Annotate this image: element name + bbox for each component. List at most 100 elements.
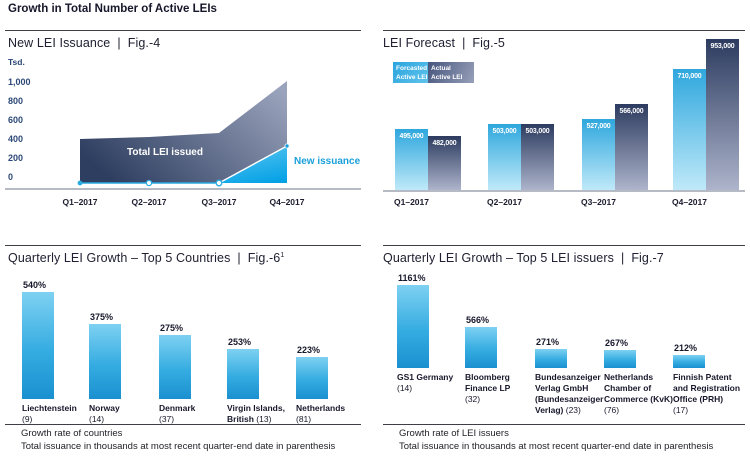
category-label: Liechtenstein (9) xyxy=(22,403,88,425)
bar-value-label: 566,000 xyxy=(619,108,644,115)
growth-bar xyxy=(89,324,121,399)
percent-label: 275% xyxy=(160,323,184,333)
bar-value-label: 495,000 xyxy=(399,133,424,140)
figure7-number: Fig.-7 xyxy=(631,251,664,265)
footnote-divider xyxy=(383,424,745,425)
new-issuance-area xyxy=(80,146,287,183)
bar-forecasted xyxy=(582,119,615,190)
category-name: Norway xyxy=(89,403,120,413)
growth-bar xyxy=(397,285,429,368)
x-axis-label: Q1–2017 xyxy=(394,197,429,207)
series-label-new-issuance: New issuance xyxy=(294,156,361,167)
bar-value-label: 710,000 xyxy=(677,73,702,80)
growth-bar xyxy=(227,349,259,399)
percent-label: 1161% xyxy=(398,273,426,283)
category-count: (81) xyxy=(296,414,312,425)
figure4-title: New LEI Issuance | Fig.-4 xyxy=(8,36,161,50)
category-name: Netherlands xyxy=(296,403,346,413)
y-tick-label: 400 xyxy=(8,134,24,144)
divider xyxy=(5,245,361,246)
percent-label: 271% xyxy=(536,337,560,347)
area-plot: Total LEI issued xyxy=(77,81,290,187)
bar-forecasted xyxy=(673,69,706,190)
figure5-number: Fig.-5 xyxy=(472,36,505,50)
category-name: Finnish Patent and Registration Office (… xyxy=(673,372,741,405)
category-count: (14) xyxy=(89,414,105,425)
growth-bar xyxy=(296,357,328,399)
growth-bar xyxy=(535,349,567,368)
marker-dot xyxy=(77,180,83,186)
series-label-total-lei: Total LEI issued xyxy=(127,147,203,158)
category-count: (13) xyxy=(256,414,272,425)
category-label: GS1 Germany (14) xyxy=(397,372,467,394)
figure4-name: New LEI Issuance xyxy=(8,36,111,50)
bar-forecasted xyxy=(488,124,521,190)
bar-forecasted xyxy=(395,129,428,190)
x-axis-label: Q3–2017 xyxy=(201,197,237,207)
bar-actual xyxy=(615,104,648,190)
x-axis-label: Q4–2017 xyxy=(672,197,707,207)
bar-value-label: 527,000 xyxy=(586,123,611,130)
y-tick-label: 200 xyxy=(8,153,24,163)
percent-label: 223% xyxy=(297,345,321,355)
divider xyxy=(383,245,745,246)
growth-bar xyxy=(159,335,191,399)
category-count: (14) xyxy=(397,383,413,394)
divider xyxy=(5,30,361,31)
x-axis-label: Q3–2017 xyxy=(581,197,616,207)
bar-value-label: 503,000 xyxy=(525,128,550,135)
category-name: Denmark xyxy=(159,403,196,413)
marker-ring xyxy=(215,179,223,187)
figure7-name: Quarterly LEI Growth – Top 5 LEI issuers xyxy=(383,251,614,265)
y-tick-label: 800 xyxy=(8,96,24,106)
divider xyxy=(383,30,745,31)
bar-value-label: 953,000 xyxy=(710,43,735,50)
x-axis-line xyxy=(5,188,361,190)
bar-value-label: 482,000 xyxy=(432,140,457,147)
bar-actual xyxy=(521,124,554,190)
x-axis-label: Q2–2017 xyxy=(131,197,167,207)
footnote-countries-1: Growth rate of countries xyxy=(21,428,123,439)
bar-actual xyxy=(706,39,739,190)
percent-label: 566% xyxy=(466,315,490,325)
category-name: GS1 Germany xyxy=(397,372,454,382)
category-label: Finnish Patent and Registration Office (… xyxy=(673,372,743,416)
footnote-issuers-2: Total issuance in thousands at most rece… xyxy=(399,441,714,452)
growth-bar xyxy=(673,355,705,368)
category-count: (76) xyxy=(604,405,620,416)
bar-value-label: 503,000 xyxy=(492,128,517,135)
growth-bar xyxy=(465,327,497,368)
figure6-number: Fig.-6 xyxy=(247,251,281,265)
marker-ring xyxy=(145,179,153,187)
footnote-countries-2: Total issuance in thousands at most rece… xyxy=(21,441,336,452)
category-name: Bundesanzeiger Verlag GmbH (Bundesanzeig… xyxy=(535,372,604,416)
marker-dot xyxy=(284,143,290,149)
category-name: Liechtenstein xyxy=(22,403,77,413)
x-axis-label: Q2–2017 xyxy=(487,197,522,207)
y-axis-unit: Tsd. xyxy=(8,57,25,67)
new-issuance-line-highlight xyxy=(218,145,288,184)
growth-bar xyxy=(604,350,636,368)
category-name: Bloomberg Finance LP xyxy=(465,372,511,394)
category-label: Netherlands Chamber of Commerce (KvK) (7… xyxy=(604,372,674,416)
percent-label: 375% xyxy=(90,312,114,322)
footnote-divider xyxy=(5,424,361,425)
y-tick-label: 0 xyxy=(8,172,14,182)
category-name: Netherlands Chamber of Commerce (KvK) xyxy=(604,372,673,405)
category-count: (37) xyxy=(159,414,175,425)
y-tick-label: 1,000 xyxy=(8,77,31,87)
category-label: Denmark (37) xyxy=(159,403,225,425)
category-count: (17) xyxy=(673,405,689,416)
x-axis-label: Q1–2017 xyxy=(62,197,98,207)
category-count: (32) xyxy=(465,394,481,405)
bar-actual xyxy=(428,136,461,190)
percent-label: 540% xyxy=(23,280,47,290)
figure6-footnote-marker: 1 xyxy=(280,251,285,259)
growth-bar xyxy=(22,292,54,399)
category-name: Virgin Islands, British xyxy=(227,403,285,425)
legend-actual: Actual Active LEI xyxy=(428,62,474,83)
figure6-title: Quarterly LEI Growth – Top 5 Countries | F… xyxy=(8,251,285,265)
